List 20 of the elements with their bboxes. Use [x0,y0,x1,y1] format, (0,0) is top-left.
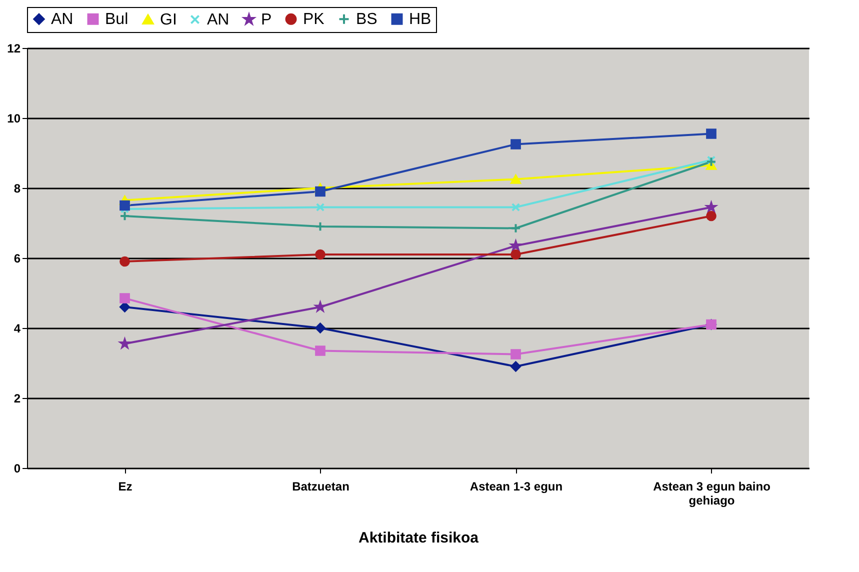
x-tick-label: Astean 3 egun baino gehiago [653,480,770,508]
legend-label: BS [356,11,378,28]
y-tick-label: 4 [14,322,21,336]
y-tick-label: 6 [14,252,21,266]
legend-label: PK [303,11,325,28]
x-tick-label: Batzuetan [292,480,350,494]
y-tick-label: 10 [7,112,21,126]
y-tick-label: 2 [14,392,21,406]
legend-label: AN [51,11,74,28]
y-tick-label: 12 [7,42,21,56]
y-tick-label: 0 [14,462,21,476]
legend-label: HB [409,11,432,28]
x-tick-label: Ez [118,480,132,494]
y-tick-label: 8 [14,182,21,196]
legend-label: P [261,12,272,28]
legend-label: AN [207,12,230,28]
legend-label: GI [160,11,177,28]
x-tick-label: Astean 1-3 egun [470,480,563,494]
x-axis-title: Aktibitate fisikoa [358,530,480,546]
legend-label: Bul [105,11,128,28]
